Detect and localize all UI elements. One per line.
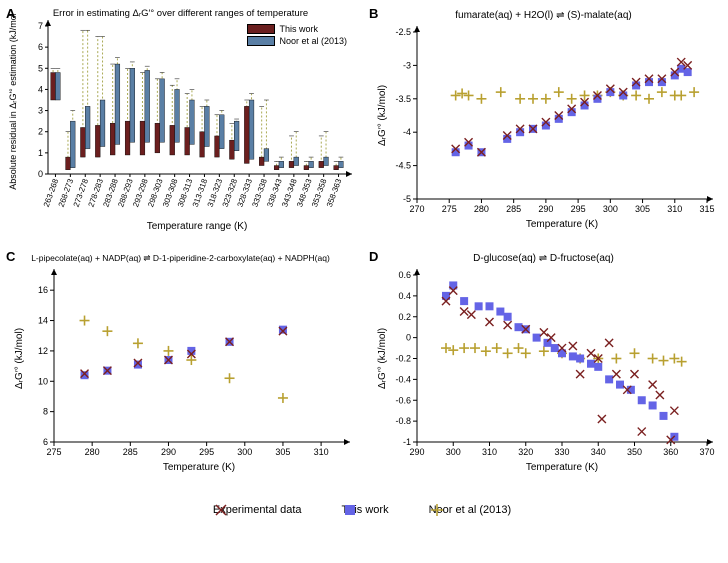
svg-text:8: 8	[43, 407, 48, 417]
svg-text:290: 290	[538, 204, 553, 214]
legend-this: This work	[342, 504, 389, 516]
svg-text:-1: -1	[403, 437, 411, 447]
svg-text:295: 295	[571, 204, 586, 214]
svg-text:270: 270	[409, 204, 424, 214]
svg-text:340: 340	[591, 447, 606, 457]
svg-text:-0.8: -0.8	[395, 416, 411, 426]
svg-text:Temperature (K): Temperature (K)	[526, 219, 598, 230]
svg-text:4: 4	[38, 84, 43, 94]
panel-b: B fumarate(aq) + H2O(l) ⇌ (S)-malate(aq)…	[367, 4, 720, 239]
panel-d: D D-glucose(aq) ⇌ D-fructose(aq) 2903003…	[367, 247, 720, 482]
svg-text:370: 370	[699, 447, 714, 457]
panel-c: C L-pipecolate(aq) + NADP(aq) ⇌ D-1-pipe…	[4, 247, 357, 482]
svg-text:290: 290	[161, 447, 176, 457]
svg-text:3: 3	[38, 106, 43, 116]
svg-text:275: 275	[46, 447, 61, 457]
svg-text:6: 6	[38, 42, 43, 52]
svg-text:5: 5	[38, 63, 43, 73]
svg-text:ΔᵣG′° (kJ/mol): ΔᵣG′° (kJ/mol)	[377, 85, 388, 146]
svg-text:7: 7	[38, 21, 43, 31]
panel-a: A Error in estimating ΔᵣG′° over differe…	[4, 4, 357, 239]
panel-a-chart: 01234567263-268268-273273-278278-283283-…	[4, 14, 354, 239]
svg-text:280: 280	[474, 204, 489, 214]
svg-text:Temperature (K): Temperature (K)	[163, 462, 235, 473]
svg-text:0.6: 0.6	[398, 270, 411, 280]
svg-text:330: 330	[554, 447, 569, 457]
legend-exp: Experimental data	[213, 504, 302, 516]
svg-text:310: 310	[482, 447, 497, 457]
svg-text:320: 320	[518, 447, 533, 457]
svg-text:2: 2	[38, 127, 43, 137]
svg-text:-4: -4	[403, 127, 411, 137]
svg-text:0.4: 0.4	[398, 291, 411, 301]
svg-text:-0.2: -0.2	[395, 354, 411, 364]
svg-text:-0.4: -0.4	[395, 374, 411, 384]
svg-text:350: 350	[627, 447, 642, 457]
svg-text:315: 315	[699, 204, 714, 214]
svg-text:300: 300	[446, 447, 461, 457]
panel-d-chart: 290 300 310 320 330 340 350 360 370 -1 -0.8 -0.6 -0.…	[367, 257, 717, 482]
svg-text:1: 1	[38, 148, 43, 158]
svg-text:300: 300	[603, 204, 618, 214]
svg-text:-2.5: -2.5	[395, 27, 411, 37]
svg-text:0: 0	[38, 169, 43, 179]
svg-text:280: 280	[85, 447, 100, 457]
svg-text:ΔᵣG′° (kJ/mol): ΔᵣG′° (kJ/mol)	[377, 328, 388, 389]
svg-text:-3: -3	[403, 60, 411, 70]
svg-text:14: 14	[38, 316, 48, 326]
svg-text:300: 300	[237, 447, 252, 457]
svg-text:12: 12	[38, 346, 48, 356]
svg-text:305: 305	[635, 204, 650, 214]
svg-text:275: 275	[442, 204, 457, 214]
svg-text:310: 310	[667, 204, 682, 214]
bottom-legend: Experimental data This work Noor et al (…	[4, 490, 720, 530]
svg-text:0: 0	[406, 333, 411, 343]
svg-text:10: 10	[38, 376, 48, 386]
svg-text:-4.5: -4.5	[395, 161, 411, 171]
svg-text:Temperature (K): Temperature (K)	[526, 462, 598, 473]
panel-b-chart: 270 275 280 285 290 295 300 305 310 315 -5 -4.5 -4 -3…	[367, 14, 717, 239]
legend-noor: Noor et al (2013)	[429, 504, 512, 516]
svg-text:-5: -5	[403, 194, 411, 204]
svg-text:16: 16	[38, 285, 48, 295]
svg-text:290: 290	[409, 447, 424, 457]
svg-text:Temperature range (K): Temperature range (K)	[147, 221, 248, 232]
svg-text:Absolute residual in ΔᵣG′° est: Absolute residual in ΔᵣG′° estimation (k…	[8, 14, 18, 190]
svg-text:ΔᵣG′° (kJ/mol): ΔᵣG′° (kJ/mol)	[14, 328, 25, 389]
svg-text:6: 6	[43, 437, 48, 447]
svg-text:-3.5: -3.5	[395, 94, 411, 104]
panel-c-chart: 275 280 285 290 295 300 305 310 6 8 10 12 14 16 Temper…	[4, 257, 354, 482]
svg-text:310: 310	[314, 447, 329, 457]
svg-text:285: 285	[123, 447, 138, 457]
svg-text:285: 285	[506, 204, 521, 214]
svg-text:-0.6: -0.6	[395, 395, 411, 405]
svg-text:295: 295	[199, 447, 214, 457]
svg-text:305: 305	[275, 447, 290, 457]
svg-text:0.2: 0.2	[398, 312, 411, 322]
svg-text:360: 360	[663, 447, 678, 457]
